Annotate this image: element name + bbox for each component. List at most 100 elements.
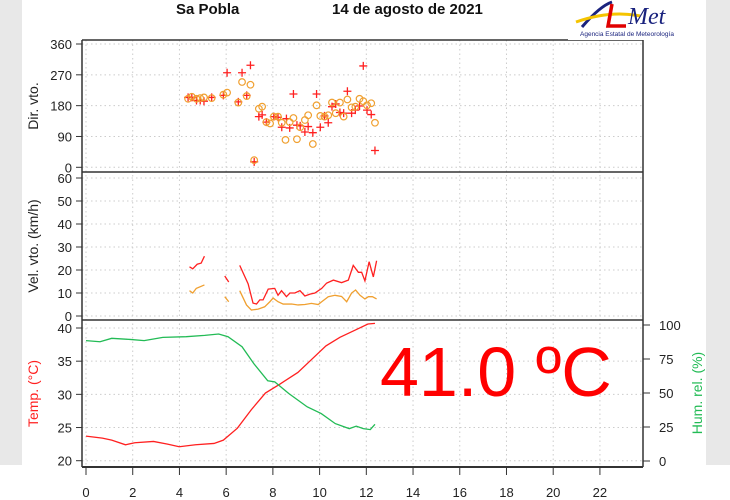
- wind-mean-direction-point: [312, 101, 321, 110]
- wind-mean-direction-point: [343, 95, 352, 104]
- y-tick-label: 270: [50, 68, 72, 83]
- y-tick-label: 20: [58, 454, 72, 469]
- wind-mean-direction-point: [328, 98, 336, 107]
- x-tick-label: 0: [82, 485, 89, 500]
- wind-mean-direction-point: [196, 94, 205, 103]
- wind-mean-direction-point: [363, 101, 371, 110]
- wind-gust-direction-point: [324, 118, 333, 127]
- y-tick-label: 50: [58, 194, 72, 209]
- y-tick-label: 0: [65, 309, 72, 324]
- y-tick-label: 0: [65, 160, 72, 175]
- wind-mean-direction-point: [200, 93, 208, 102]
- y-tick-label: 60: [58, 171, 72, 186]
- wind-mean-direction-point: [296, 123, 305, 132]
- wind-mean-direction-point: [250, 156, 259, 165]
- y-tick-label: 40: [58, 217, 72, 232]
- wind-mean-direction-point: [262, 118, 271, 126]
- wind-gust-direction-point: [258, 110, 267, 119]
- wind-gust-direction-point: [289, 90, 298, 99]
- y2-tick-label: 0: [659, 454, 666, 469]
- wind-gust-direction-point: [316, 123, 325, 132]
- wind-mean-direction-point: [367, 99, 376, 108]
- wind-gust-speed-line: [224, 275, 230, 283]
- wind-mean-direction-point: [308, 140, 317, 148]
- y2-tick-label: 100: [659, 318, 681, 333]
- y-axis-label: Vel. vto. (km/h): [25, 199, 41, 292]
- wind-mean-direction-point: [351, 102, 360, 111]
- wind-gust-direction-point: [277, 123, 286, 132]
- wind-gust-direction-point: [343, 87, 352, 96]
- y2-tick-label: 50: [659, 386, 673, 401]
- wind-mean-speed-line: [189, 284, 205, 294]
- wind-mean-direction-point: [187, 92, 196, 101]
- x-tick-label: 16: [453, 485, 467, 500]
- left-margin: [0, 0, 22, 465]
- wind-mean-direction-point: [277, 118, 286, 127]
- y-tick-label: 180: [50, 99, 72, 114]
- wind-mean-direction-point: [320, 112, 329, 121]
- y-tick-label: 35: [58, 354, 72, 369]
- wind-mean-direction-point: [223, 88, 231, 97]
- wind-gust-direction-point: [262, 118, 271, 127]
- wind-gust-direction-point: [223, 68, 232, 77]
- x-tick-label: 18: [499, 485, 513, 500]
- wind-gust-direction-point: [331, 99, 340, 108]
- y-tick-label: 360: [50, 37, 72, 52]
- grid: [82, 40, 643, 467]
- temperature-line: [85, 322, 376, 448]
- wind-mean-direction-point: [234, 98, 243, 107]
- station-title: Sa Pobla: [176, 1, 240, 18]
- wind-mean-direction-point: [219, 90, 228, 99]
- wind-mean-direction-point: [266, 119, 274, 128]
- wind-mean-direction-point: [336, 98, 344, 107]
- wind-mean-direction-point: [258, 102, 267, 111]
- wind-mean-direction-point: [293, 135, 301, 144]
- wind-mean-direction-point: [242, 92, 251, 100]
- x-tick-label: 12: [359, 485, 373, 500]
- wind-gust-direction-point: [269, 112, 278, 121]
- wind-mean-direction-point: [207, 94, 216, 103]
- chart-marks: [85, 61, 379, 448]
- wind-mean-direction-point: [339, 112, 348, 121]
- wind-mean-direction-point: [184, 94, 192, 103]
- wind-gust-direction-point: [355, 101, 364, 110]
- x-tick-label: 20: [546, 485, 560, 500]
- y-axis-label: Dir. vto.: [25, 82, 41, 129]
- wind-gust-direction-point: [359, 61, 368, 70]
- svg-text:Met: Met: [627, 4, 667, 30]
- y2-tick-label: 75: [659, 352, 673, 367]
- y-tick-label: 30: [58, 240, 72, 255]
- wind-gust-direction-point: [246, 61, 255, 70]
- y-axis-label: Temp. (°C): [25, 360, 41, 427]
- wind-mean-direction-point: [347, 103, 356, 112]
- y-tick-label: 40: [58, 321, 72, 336]
- wind-mean-direction-point: [281, 135, 290, 144]
- aemet-logo: Met Agencia Estatal de Meteorología: [568, 0, 693, 40]
- wind-gust-direction-point: [367, 110, 376, 119]
- wind-mean-direction-point: [371, 118, 379, 127]
- wind-mean-speed-line: [239, 289, 377, 311]
- bottom-background: [0, 465, 730, 500]
- wind-gust-direction-point: [363, 106, 372, 115]
- x-tick-label: 2: [129, 485, 136, 500]
- wind-mean-direction-point: [331, 109, 340, 118]
- humidity-line: [85, 333, 376, 431]
- x-tick-label: 4: [176, 485, 183, 500]
- wind-gust-direction-point: [300, 128, 309, 137]
- wind-mean-direction-point: [316, 112, 325, 120]
- x-tick-label: 10: [312, 485, 326, 500]
- wind-gust-direction-point: [308, 128, 317, 137]
- wind-gust-direction-point: [304, 122, 313, 131]
- wind-mean-direction-point: [304, 111, 313, 120]
- wind-gust-speed-line: [189, 255, 206, 270]
- y-tick-label: 10: [58, 286, 72, 301]
- wind-gust-direction-point: [312, 90, 321, 99]
- y-tick-label: 20: [58, 263, 72, 278]
- x-tick-label: 8: [269, 485, 276, 500]
- wind-mean-direction-point: [238, 78, 246, 86]
- x-tick-label: 6: [223, 485, 230, 500]
- chart-background: [22, 0, 706, 500]
- y-tick-label: 30: [58, 387, 72, 402]
